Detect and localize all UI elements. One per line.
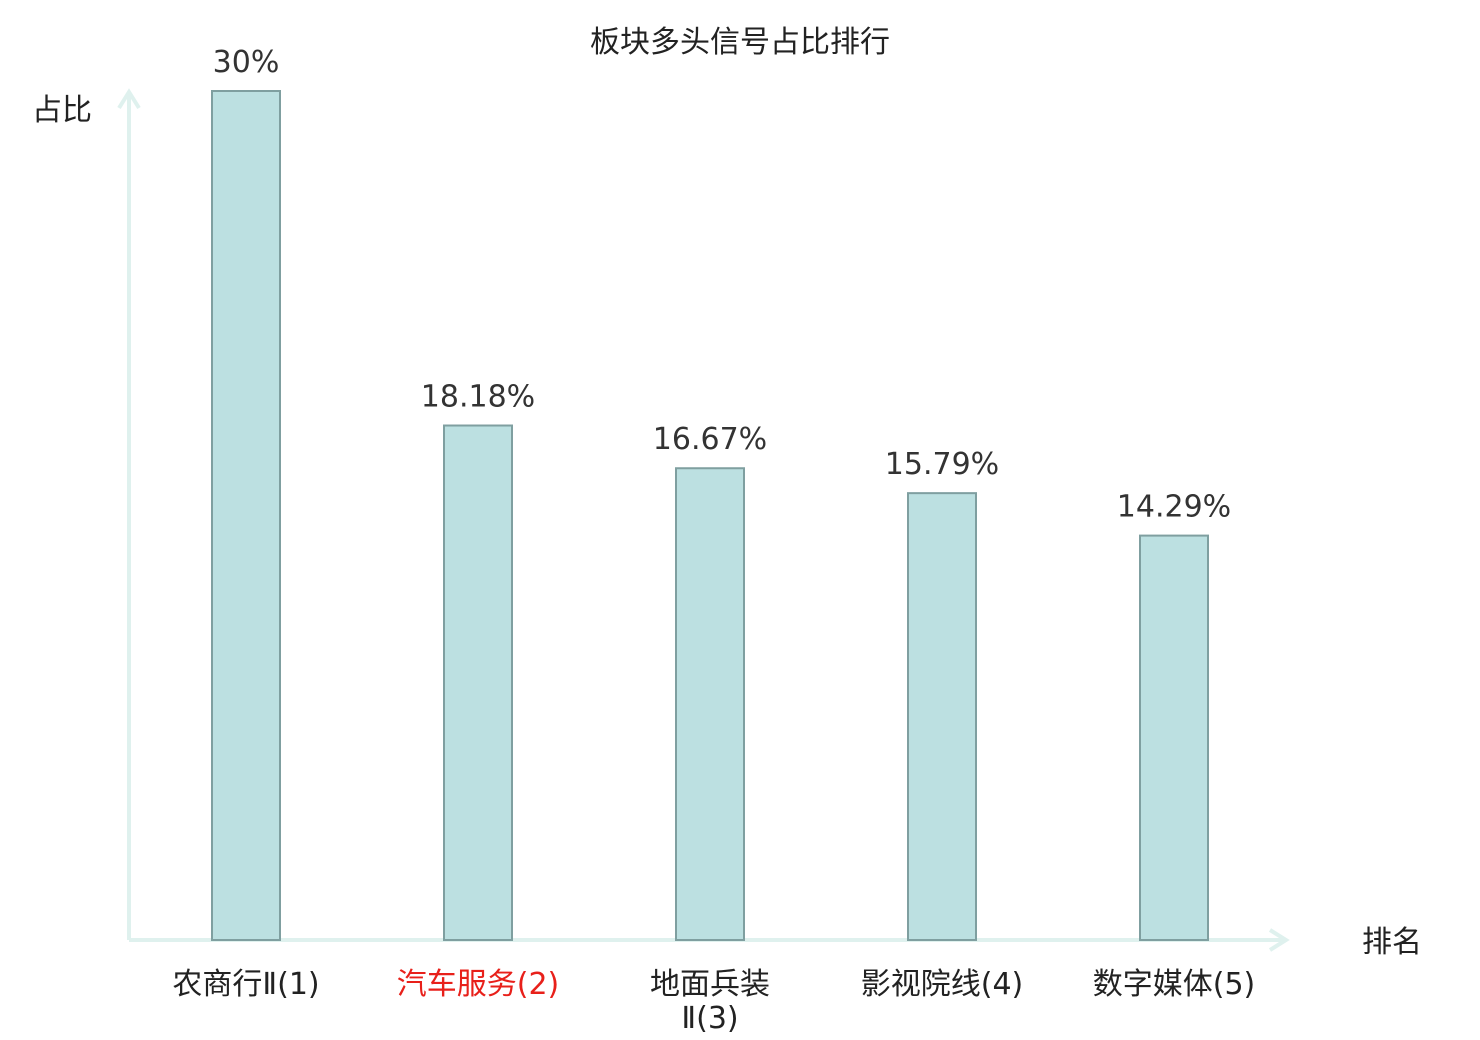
- value-label: 14.29%: [1117, 490, 1231, 525]
- value-label: 16.67%: [653, 422, 767, 457]
- bar: [211, 90, 281, 941]
- y-axis-label: 占比: [32, 93, 92, 128]
- category-label: 数字媒体(5): [1093, 967, 1256, 1002]
- category-label: 农商行Ⅱ(1): [172, 967, 319, 1002]
- category-label: 地面兵装: [650, 967, 770, 1002]
- category-label: 汽车服务(2): [397, 967, 560, 1002]
- category-label: 影视院线(4): [861, 967, 1024, 1002]
- category-label: Ⅱ(3): [681, 1001, 738, 1036]
- bar: [675, 467, 745, 941]
- chart-title: 板块多头信号占比排行: [590, 25, 890, 60]
- bar: [443, 424, 513, 942]
- bar: [1139, 534, 1209, 942]
- value-label: 18.18%: [421, 380, 535, 415]
- value-label: 15.79%: [885, 447, 999, 482]
- value-labels: 30% 18.18% 16.67% 15.79% 14.29%: [213, 45, 1232, 525]
- y-axis: [117, 88, 141, 940]
- value-label: 30%: [213, 45, 280, 80]
- bar-series: [211, 90, 1209, 942]
- x-axis-label: 排名: [1362, 925, 1422, 960]
- bar: [907, 492, 977, 941]
